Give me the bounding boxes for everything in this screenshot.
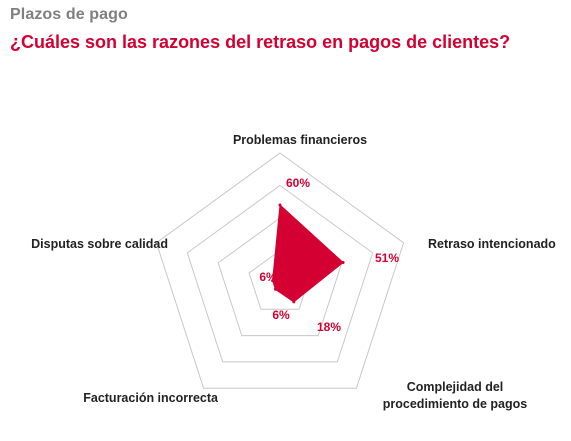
- chart-title: Plazos de pago: [10, 6, 128, 23]
- chart-subtitle: ¿Cuáles son las razones del retraso en p…: [10, 32, 511, 52]
- series-point-0: [278, 203, 282, 207]
- value-label-1: 51%: [375, 251, 399, 265]
- axis-label-2: Complejidad del procedimiento de pagos: [383, 380, 528, 411]
- axis-label-4: Disputas sobre calidad: [31, 237, 168, 251]
- value-label-2: 18%: [317, 320, 341, 334]
- value-label-3: 6%: [272, 308, 290, 322]
- value-label-4: 6%: [259, 270, 277, 284]
- radar-labels: Problemas financieros Retraso intencionad…: [31, 133, 556, 411]
- axis-label-3: Facturación incorrecta: [83, 391, 219, 405]
- series-area: [272, 204, 344, 303]
- series-point-4: [271, 279, 275, 283]
- series-point-3: [273, 287, 277, 291]
- axis-label-1: Retraso intencionado: [428, 237, 556, 251]
- value-label-0: 60%: [286, 176, 310, 190]
- series-point-2: [292, 300, 296, 304]
- series-point-1: [341, 261, 345, 264]
- grid-ring-4: [155, 152, 405, 389]
- grid-ring-3: [186, 184, 374, 363]
- axis-label-0: Problemas financieros: [233, 133, 367, 147]
- radar-series: [271, 203, 345, 304]
